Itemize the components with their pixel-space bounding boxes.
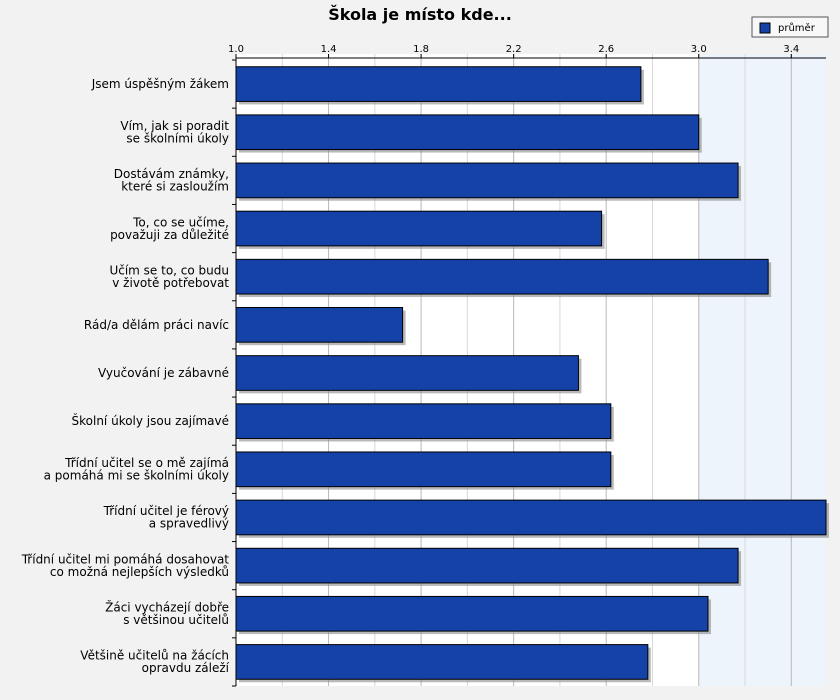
- category-labels: Jsem úspěšným žákem Vím, jak si poradit se…: [21, 77, 230, 675]
- bar: [235, 451, 612, 488]
- category-label: Vyučování je zábavné: [98, 366, 229, 380]
- bar: [235, 307, 404, 343]
- bar: [235, 114, 700, 151]
- bar: [235, 547, 739, 584]
- tick-labels: 1.0 1.4 1.8 2.2 2.6 3.0 3.4: [228, 44, 799, 58]
- bar: [235, 644, 649, 680]
- axes: [232, 57, 826, 687]
- category-label: Jsem úspěšným žákem: [91, 77, 229, 91]
- legend-box: [751, 16, 829, 38]
- x-tick-label: 2.6: [598, 44, 614, 55]
- legend-label: průměr: [778, 22, 816, 34]
- legend: průměr: [751, 16, 829, 38]
- bars: [235, 66, 829, 683]
- x-tick-label: 1.0: [228, 44, 244, 55]
- category-label: Školní úkoly jsou zajímavé: [72, 413, 229, 428]
- category-label: Rád/a dělám práci navíc: [84, 318, 229, 332]
- bar: [235, 66, 642, 102]
- bar: [235, 355, 579, 391]
- category-label: Třídní učitel je férový a spravedlivý: [103, 504, 229, 531]
- bar: [235, 499, 827, 536]
- bar: [235, 403, 612, 439]
- category-label: Dostávám známky, které si zasloužím: [114, 167, 229, 194]
- chart-title: Škola je místo kde...: [328, 5, 512, 24]
- legend-swatch: [759, 22, 771, 34]
- plot-area-right: [698, 54, 826, 686]
- x-tick-label: 3.4: [783, 44, 799, 55]
- category-label: To, co se učíme, považuji za důležité: [110, 215, 229, 242]
- bar: [235, 210, 603, 247]
- bar: [235, 258, 769, 295]
- category-label: Učím se to, co budu v životě potřebovat: [109, 263, 229, 290]
- category-label: Žáci vycházejí dobře s většinou učitelů: [105, 600, 229, 628]
- category-label: Většině učitelů na žácích opravdu záleží: [80, 649, 229, 676]
- bar: [235, 162, 739, 199]
- bar: [235, 595, 709, 632]
- x-tick-label: 1.4: [321, 44, 337, 55]
- category-label: Třídní učitel mi pomáhá dosahovat co možn…: [21, 552, 230, 579]
- category-label: Vím, jak si poradit se školními úkoly: [120, 119, 229, 146]
- x-tick-label: 2.2: [506, 44, 522, 55]
- category-label: Třídní učitel se o mě zajímá a pomáhá mi …: [44, 456, 229, 483]
- x-tick-label: 1.8: [413, 44, 429, 55]
- x-tick-label: 3.0: [691, 44, 707, 55]
